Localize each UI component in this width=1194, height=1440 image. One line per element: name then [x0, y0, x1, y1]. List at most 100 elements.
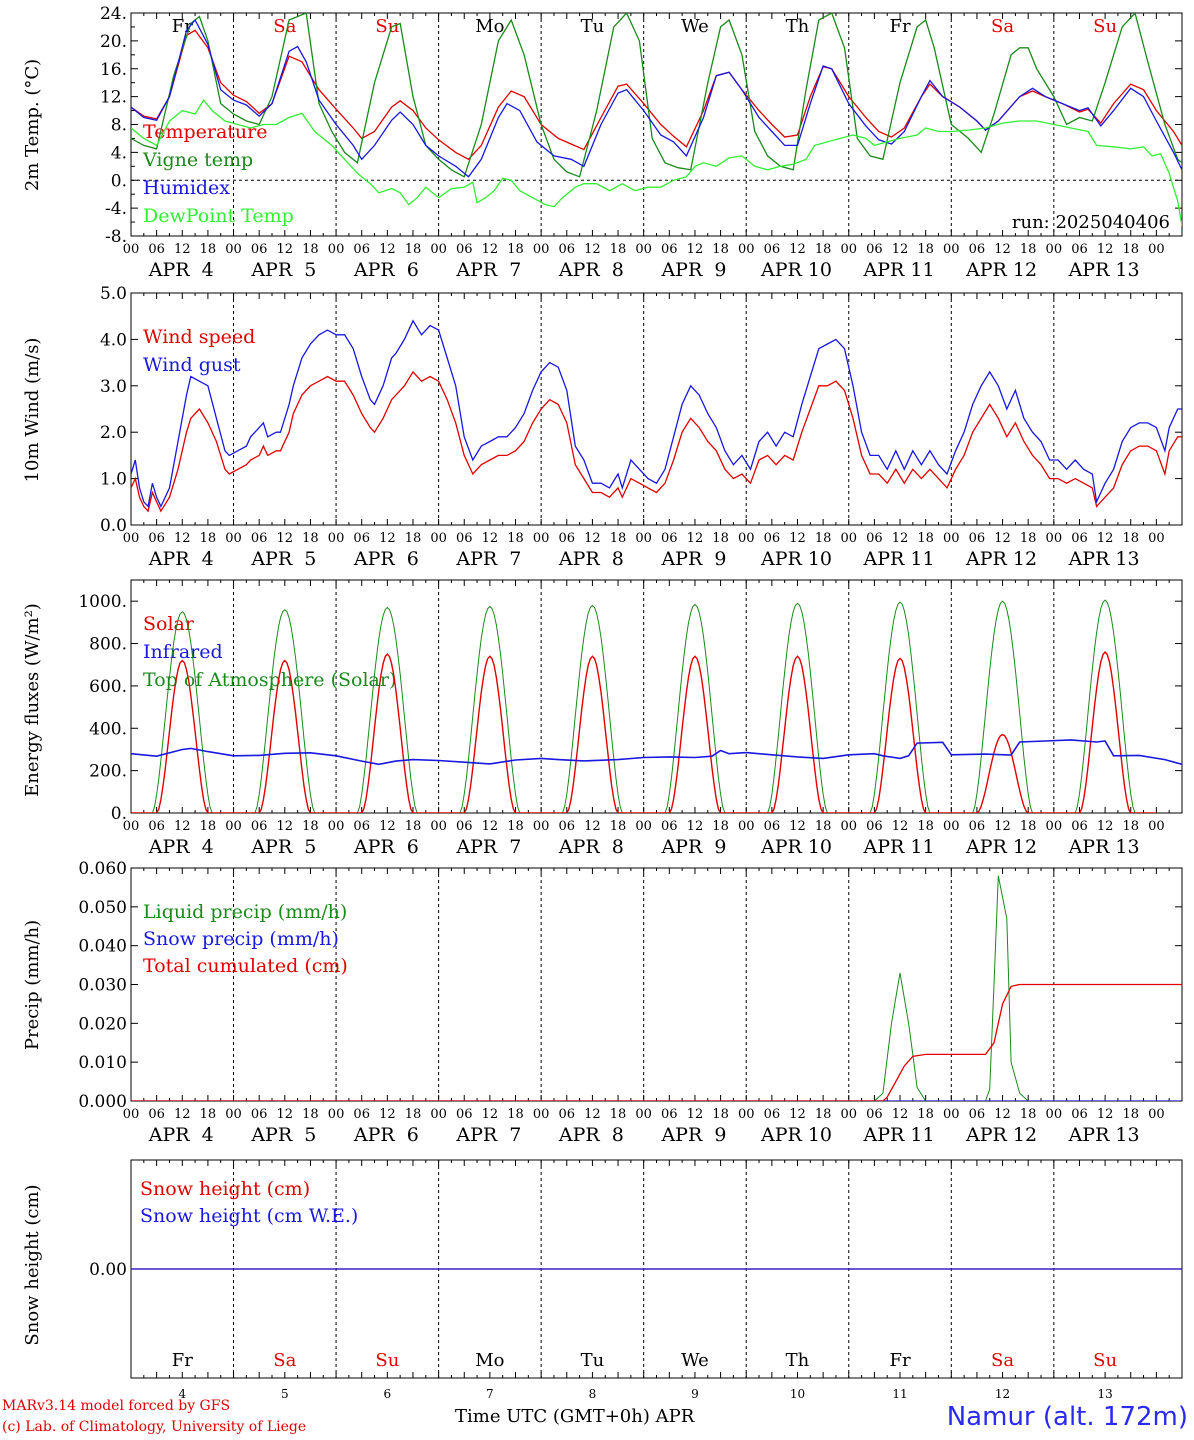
date-label: APR 6 — [353, 1124, 419, 1146]
date-label: APR 8 — [558, 1124, 624, 1146]
hour-tick-label: 00 — [943, 819, 960, 834]
date-label: APR 13 — [1068, 836, 1140, 858]
y-tick-label: 24. — [100, 4, 127, 24]
wind-gust-line — [131, 319, 1182, 508]
hour-tick-label: 12 — [1097, 531, 1114, 546]
liquid-precip-mm-h-line — [131, 875, 1182, 1101]
hour-tick-label: 06 — [456, 1107, 473, 1122]
time-axis-label: Time UTC (GMT+0h) APR — [455, 1406, 695, 1427]
hour-tick-label: 12 — [789, 531, 806, 546]
legend-entry: Snow precip (mm/h) — [143, 928, 339, 950]
hour-tick-label: 00 — [123, 819, 140, 834]
hour-tick-label: 00 — [1046, 1107, 1063, 1122]
total-cumulated-cm-line — [131, 983, 1182, 1101]
hour-tick-label: 00 — [123, 531, 140, 546]
y-tick-label: 0.030 — [78, 976, 127, 996]
hour-tick-label: 06 — [661, 242, 678, 257]
date-label: APR 11 — [863, 1124, 935, 1146]
day-number: 5 — [281, 1387, 289, 1401]
hour-tick-label: 00 — [1046, 531, 1063, 546]
date-label: APR 7 — [455, 548, 521, 570]
toa-solar-line — [131, 599, 1157, 813]
copyright-credit: (c) Lab. of Climatology, University of L… — [2, 1419, 307, 1435]
hour-tick-label: 12 — [892, 819, 909, 834]
hour-tick-label: 18 — [507, 819, 524, 834]
y-axis-label: Precip (mm/h) — [22, 920, 43, 1050]
day-name: Th — [786, 16, 810, 37]
hour-tick-label: 06 — [661, 531, 678, 546]
legend-entry: Liquid precip (mm/h) — [143, 901, 347, 923]
hour-tick-label: 00 — [533, 242, 550, 257]
day-name: We — [681, 1350, 709, 1371]
hour-tick-label: 00 — [225, 1107, 242, 1122]
plot-frame-2 — [130, 292, 1183, 526]
hour-tick-label: 00 — [533, 1107, 550, 1122]
day-name: Fr — [172, 1350, 193, 1371]
date-label: APR 5 — [250, 259, 316, 281]
hour-tick-label: 06 — [148, 819, 165, 834]
hour-tick-label: 06 — [764, 531, 781, 546]
hour-tick-label: 00 — [328, 242, 345, 257]
date-label: APR 5 — [250, 836, 316, 858]
hour-tick-label: 12 — [277, 1107, 294, 1122]
plot-frame-1 — [130, 12, 1183, 237]
temperature-line — [131, 29, 1182, 161]
hour-tick-label: 06 — [764, 819, 781, 834]
hour-tick-label: 12 — [994, 819, 1011, 834]
y-tick-label: 4. — [111, 143, 127, 163]
hour-tick-label: 06 — [353, 242, 370, 257]
hour-tick-label: 00 — [840, 242, 857, 257]
day-name: Sa — [273, 16, 296, 37]
legend-entry: Infrared — [143, 641, 223, 663]
date-label: APR 7 — [455, 1124, 521, 1146]
hour-tick-label: 00 — [943, 1107, 960, 1122]
date-label: APR 12 — [965, 548, 1037, 570]
humidex-line — [131, 18, 1182, 178]
y-tick-label: 0.0 — [100, 516, 127, 536]
hour-tick-label: 18 — [712, 819, 729, 834]
y-tick-label: 1000. — [78, 592, 127, 612]
legend-entry: Top of Atmosphere (Solar) — [143, 669, 396, 691]
hour-tick-label: 06 — [456, 531, 473, 546]
date-label: APR 11 — [863, 259, 935, 281]
hour-tick-label: 00 — [635, 819, 652, 834]
date-label: APR 13 — [1068, 548, 1140, 570]
y-tick-label: -4. — [105, 199, 127, 219]
hour-tick-label: 00 — [840, 1107, 857, 1122]
day-name: Mo — [475, 16, 504, 37]
day-number: 4 — [178, 1387, 186, 1401]
legend-entry: DewPoint Temp — [143, 205, 294, 227]
hour-tick-label: 06 — [148, 531, 165, 546]
model-credit: MARv3.14 model forced by GFS — [2, 1398, 231, 1414]
day-name: Sa — [991, 1350, 1014, 1371]
hour-tick-label: 06 — [661, 1107, 678, 1122]
day-name: Su — [1093, 1350, 1117, 1371]
date-label: APR 10 — [760, 548, 832, 570]
hour-tick-label: 12 — [687, 1107, 704, 1122]
hour-tick-label: 06 — [353, 531, 370, 546]
hour-tick-label: 18 — [507, 531, 524, 546]
day-name: Fr — [889, 1350, 910, 1371]
hour-tick-label: 06 — [1071, 242, 1088, 257]
hour-tick-label: 06 — [866, 531, 883, 546]
legend-entry: Vigne temp — [142, 149, 253, 171]
y-tick-label: 0.040 — [78, 937, 127, 957]
hour-tick-label: 12 — [482, 1107, 499, 1122]
hour-tick-label: 18 — [302, 242, 319, 257]
day-name: Su — [375, 16, 399, 37]
hour-tick-label: 00 — [738, 242, 755, 257]
hour-tick-label: 06 — [866, 242, 883, 257]
y-tick-label: 0.00 — [89, 1260, 127, 1280]
hour-tick-label: 18 — [610, 819, 627, 834]
day-name: Su — [1093, 16, 1117, 37]
hour-tick-label: 00 — [430, 531, 447, 546]
y-tick-label: -8. — [105, 227, 127, 247]
day-name: Fr — [889, 16, 910, 37]
y-tick-label: 0.020 — [78, 1014, 127, 1034]
hour-tick-label: 18 — [1020, 242, 1037, 257]
y-tick-label: 20. — [100, 32, 127, 52]
hour-tick-label: 18 — [302, 1107, 319, 1122]
hour-tick-label: 18 — [200, 819, 217, 834]
y-tick-label: 400. — [89, 719, 127, 739]
hour-tick-label: 06 — [1071, 531, 1088, 546]
